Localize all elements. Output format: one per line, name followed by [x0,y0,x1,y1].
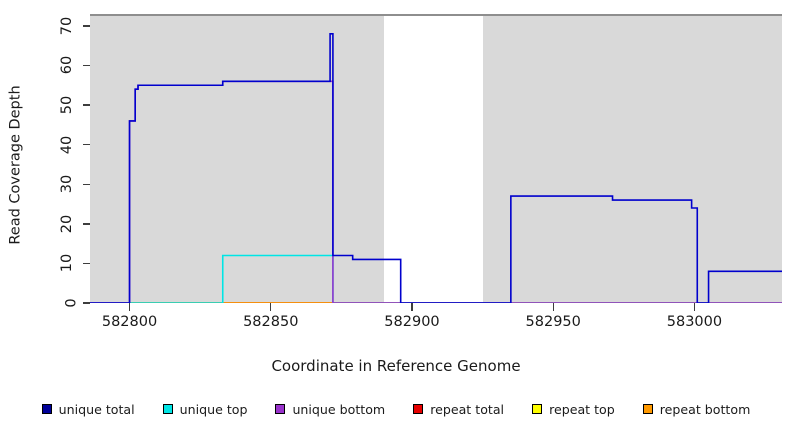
legend-item[interactable]: unique total [41,401,135,417]
plot-top-border [90,14,782,16]
x-axis-tick-label: 582950 [525,314,581,330]
x-axis-tick-label: 582850 [243,314,299,330]
legend-swatch-icon [41,404,52,414]
x-axis-title-text: Coordinate in Reference Genome [271,357,521,375]
legend-item[interactable]: repeat bottom [642,401,751,417]
x-axis-tick-label: 583000 [666,314,723,330]
y-axis-title: Read Coverage Depth [4,0,28,330]
y-axis-tick [83,104,90,106]
series-line [90,255,782,303]
legend: unique total unique top unique bottom repea… [0,398,792,420]
y-axis-tick-label: 70 [58,16,75,36]
x-axis-tick [693,303,696,311]
y-axis-tick-label: 20 [58,214,75,234]
legend-label: unique bottom [292,401,386,417]
legend-item[interactable]: repeat total [413,402,504,417]
series-line [90,34,782,303]
y-axis: 0 10 20 30 40 50 60 70 [59,14,90,308]
y-axis-tick-label: 40 [58,135,75,154]
series-line [90,81,782,303]
y-axis-tick-label: 30 [58,174,75,194]
shaded-region [482,14,782,303]
y-axis-title-text: Read Coverage Depth [8,85,25,245]
legend-swatch-icon [162,404,173,414]
y-axis-tick [83,25,90,27]
x-axis-tick [411,303,413,311]
x-axis-title: Coordinate in Reference Genome [0,357,792,375]
y-axis-tick-label: 60 [58,56,75,75]
legend-swatch-icon [275,404,286,414]
x-axis-tick-label: 582900 [384,314,440,330]
x-axis-tick-label: 582800 [101,314,158,330]
y-axis-tick-label: 0 [63,298,80,308]
series-layer [90,14,782,303]
y-axis-tick [83,64,90,67]
legend-item[interactable]: unique bottom [275,402,385,417]
legend-label: repeat bottom [659,401,751,417]
x-axis: 582800 582850 582900 582950 583000 [90,303,782,343]
legend-swatch-icon [532,404,543,414]
legend-item[interactable]: unique top [162,401,248,417]
y-axis-tick [83,302,90,304]
y-axis-tick-label: 50 [58,95,75,115]
legend-item[interactable]: repeat top [532,402,615,417]
y-axis-tick [83,183,90,185]
y-axis-tick-label: 10 [58,254,75,273]
legend-label: unique top [179,401,248,417]
x-axis-tick [270,303,272,311]
legend-label: repeat top [549,401,615,417]
legend-label: unique total [58,401,135,417]
x-axis-tick [552,303,554,311]
plot-area [90,14,782,303]
legend-label: repeat total [430,401,505,417]
x-axis-tick [128,303,131,311]
legend-swatch-icon [642,404,653,414]
y-axis-tick [83,223,90,225]
plot-inner [90,14,782,303]
legend-swatch-icon [413,404,424,414]
y-axis-tick [83,262,90,265]
y-axis-tick [83,143,90,146]
